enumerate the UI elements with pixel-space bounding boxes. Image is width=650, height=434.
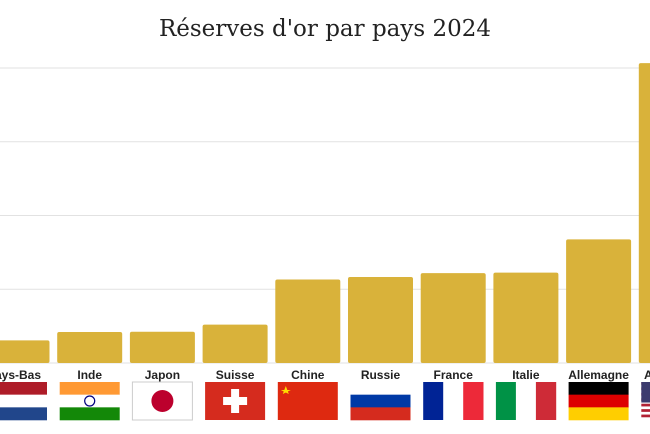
flag-part [568,407,629,421]
flag-part [535,382,557,420]
bar [493,272,559,363]
flag-part [463,382,484,420]
flag-part [151,390,174,412]
flag-part [350,394,411,408]
flags [0,381,650,421]
flag-part [443,382,464,420]
flag [277,382,338,420]
bar [57,332,123,363]
flag-part [495,382,517,420]
flag-part [0,407,47,421]
flag-part [568,394,629,408]
flag [0,382,47,421]
x-tick-label: A [644,368,650,382]
bar [202,324,268,363]
flag [205,382,266,420]
flag-part [223,397,248,405]
flag [59,382,120,421]
flag-part [641,382,650,403]
x-tick-label: Russie [361,368,401,382]
flag-part [423,382,444,420]
flag-part [277,382,338,420]
bar [638,63,650,363]
flag-part [641,409,650,412]
bar [348,276,413,363]
bar [566,239,632,363]
flag-part [280,386,291,394]
flag-part [0,382,47,395]
flag [568,382,629,421]
x-tick-label: Italie [512,368,540,382]
flag [423,382,484,420]
x-tick-label: France [434,368,474,382]
flag-part [0,394,47,408]
flag-part [641,403,650,407]
x-tick-label: Inde [77,368,102,382]
x-tick-label: ays-Bas [0,368,41,382]
flag-part [84,395,96,407]
flag-part [568,382,629,395]
flag-part [350,407,411,421]
x-tick-label: Chine [291,368,325,382]
flag-part [641,414,650,418]
bar [420,273,486,363]
bar [0,340,50,363]
x-tick-label: Suisse [216,368,255,382]
bars [0,63,650,363]
bar [129,331,195,363]
bar [275,279,341,363]
labels: ays-Bas Inde Japon Suisse Chine Russie France I… [0,368,650,382]
flag [131,381,193,421]
flag-part [59,407,120,421]
flag [641,382,650,418]
flag-part [350,382,411,395]
flag-part [59,394,120,408]
flag [350,382,411,421]
flag-part [515,382,537,420]
x-tick-label: Japon [145,368,180,382]
flag-part [59,382,120,395]
x-tick-label: Allemagne [568,368,629,382]
chart-title: Réserves d'or par pays 2024 [159,16,491,42]
flag [495,382,557,420]
